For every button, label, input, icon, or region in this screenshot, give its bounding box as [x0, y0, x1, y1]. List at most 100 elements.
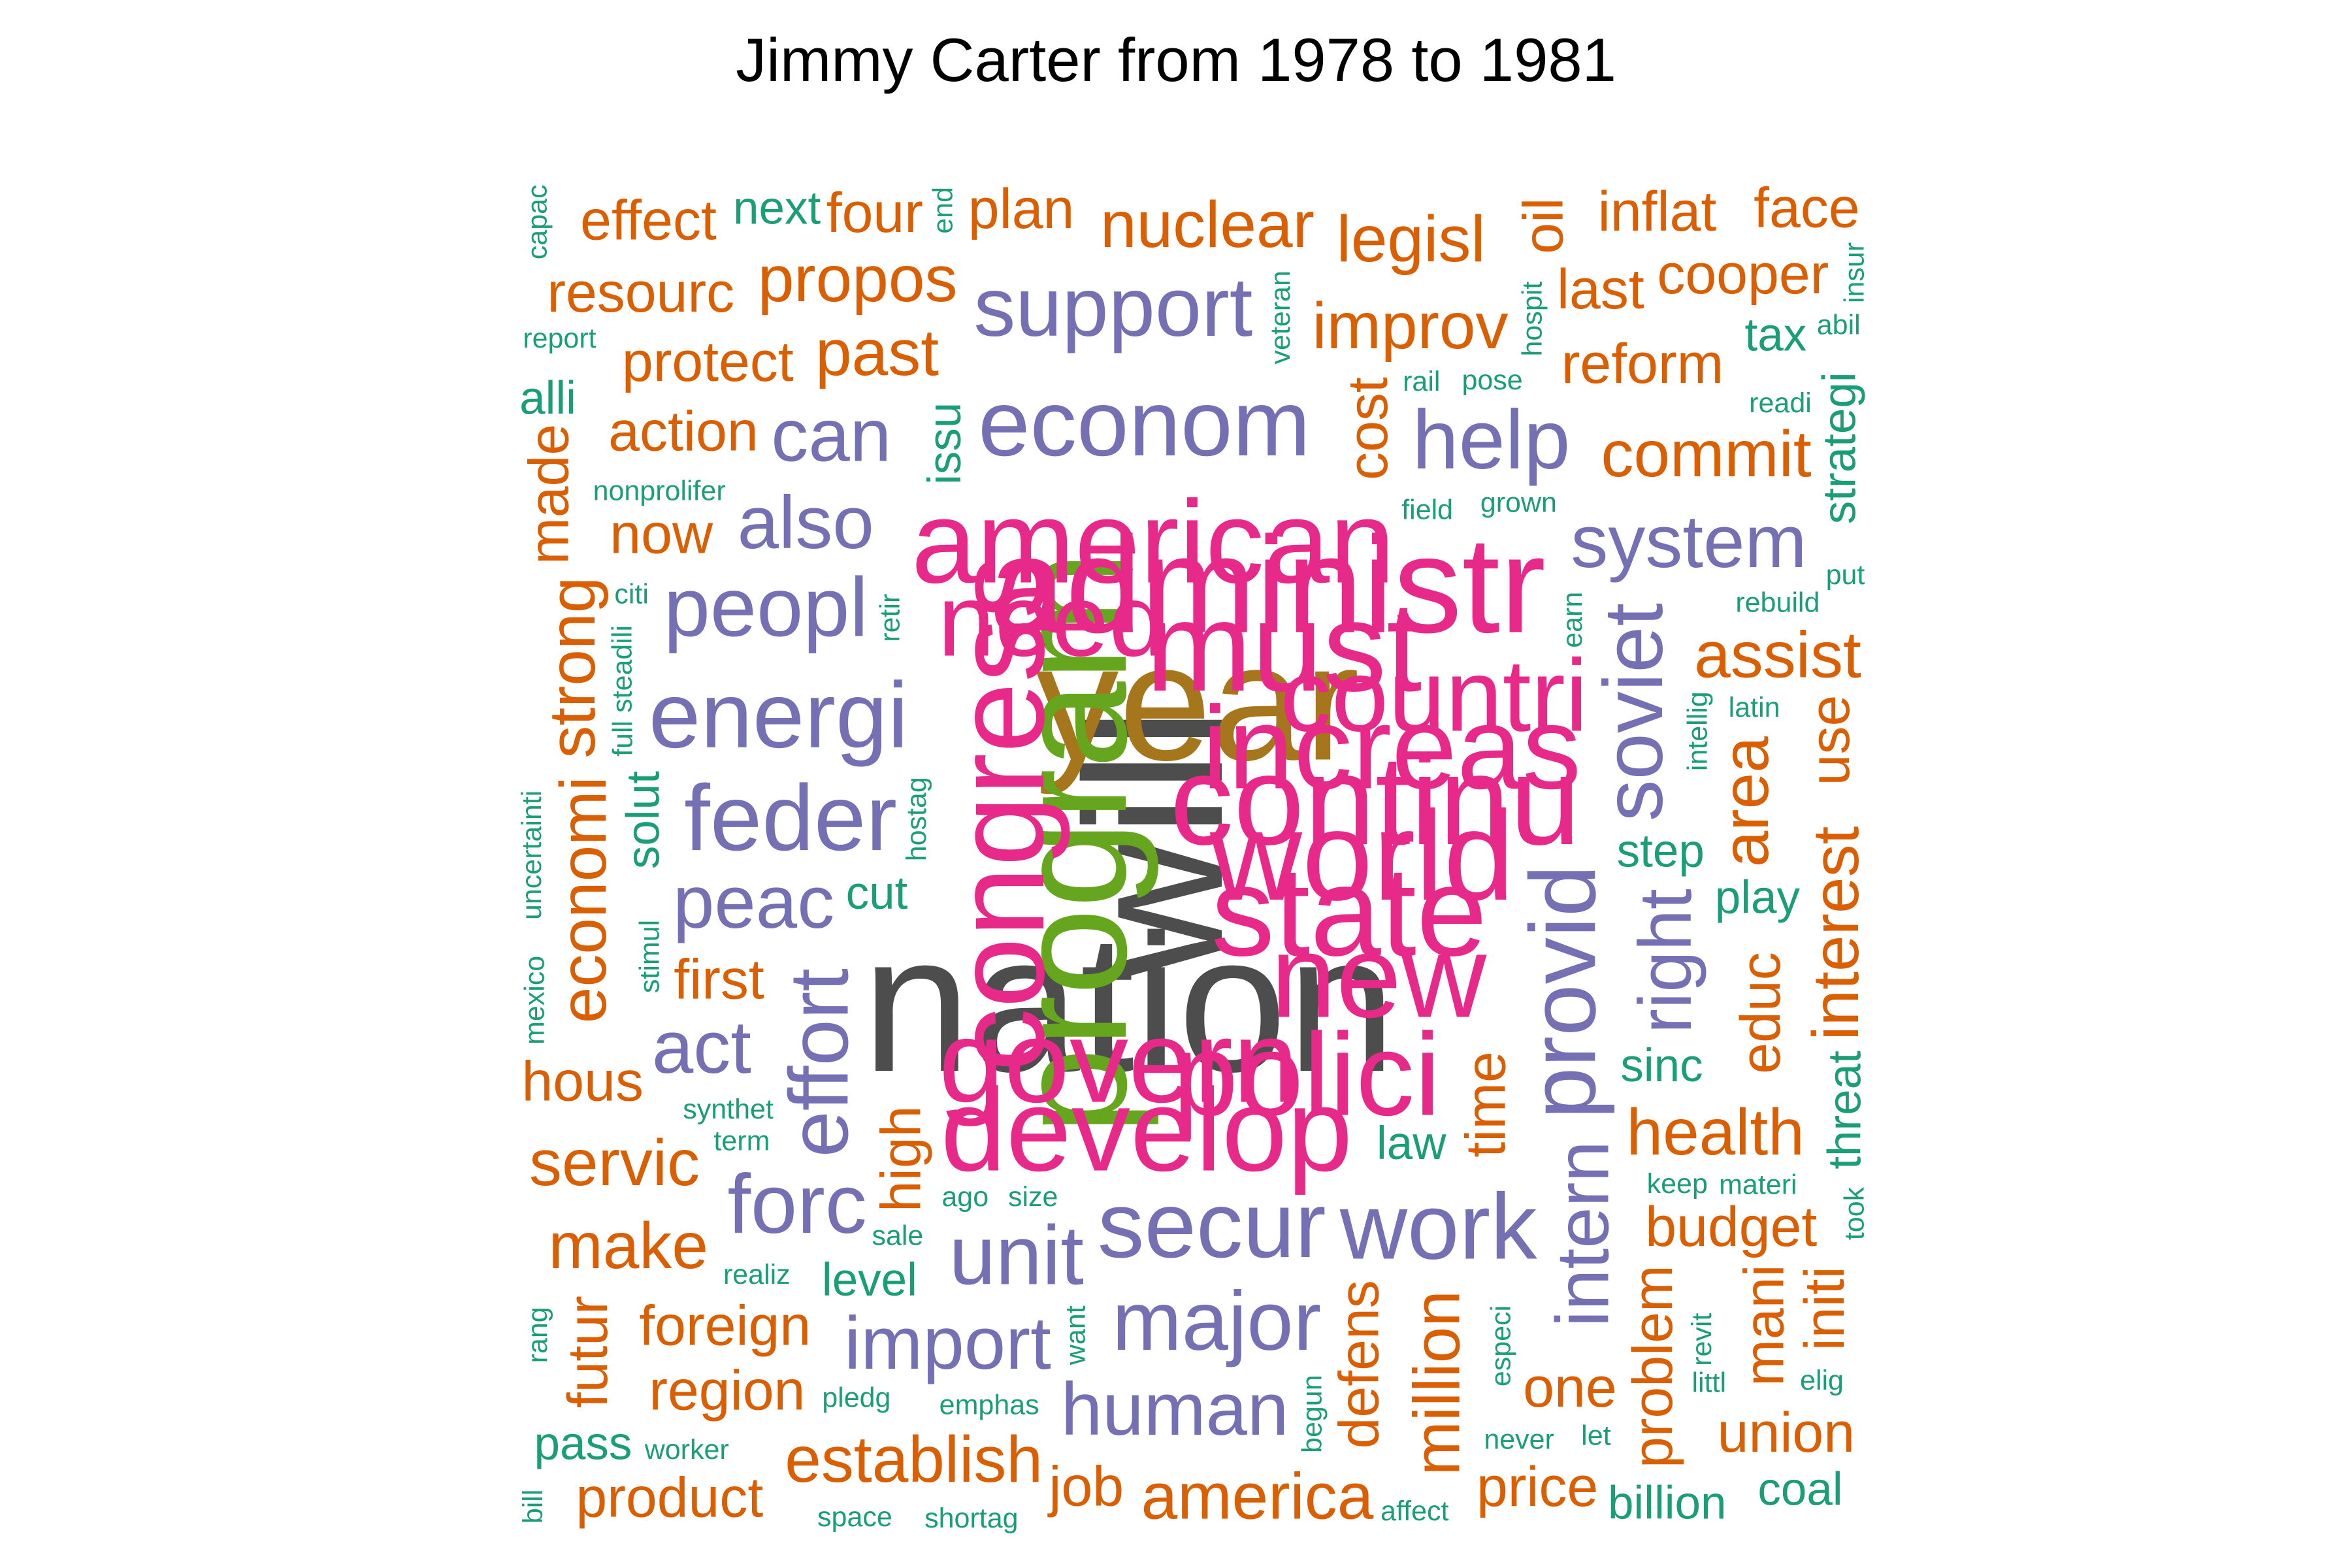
word-million: million [1401, 1290, 1474, 1475]
word-earn: earn [1557, 592, 1588, 648]
word-put: put [1826, 559, 1865, 591]
word-unit: unit [949, 1209, 1084, 1303]
word-keep: keep [1647, 1168, 1708, 1200]
word-effect: effect [580, 189, 717, 252]
word-feder: feder [684, 766, 897, 870]
word-term: term [713, 1125, 770, 1156]
word-first: first [674, 948, 764, 1011]
word-reform: reform [1561, 333, 1723, 395]
word-report: report [523, 323, 596, 354]
word-full: full [608, 721, 639, 757]
word-grown: grown [1480, 487, 1557, 518]
word-economi: economi [547, 776, 620, 1023]
word-support: support [973, 261, 1252, 354]
word-hous: hous [521, 1051, 644, 1113]
word-nuclear: nuclear [1100, 188, 1315, 261]
word-effort: effort [773, 968, 866, 1157]
word-defens: defens [1328, 1280, 1391, 1448]
word-coal: coal [1757, 1463, 1842, 1515]
word-step: step [1617, 826, 1705, 877]
word-action: action [608, 400, 759, 463]
word-plan: plan [968, 178, 1075, 240]
word-forc: forc [727, 1158, 866, 1251]
word-secur: secur [1098, 1173, 1326, 1277]
word-oil: oil [1512, 198, 1575, 254]
word-job: job [1047, 1456, 1124, 1518]
word-elig: elig [1800, 1365, 1844, 1396]
word-intellig: intellig [1682, 691, 1714, 771]
word-right: right [1624, 889, 1707, 1034]
word-legisl: legisl [1337, 203, 1486, 276]
word-major: major [1112, 1275, 1321, 1368]
word-cooper: cooper [1657, 243, 1829, 306]
word-abil: abil [1817, 310, 1861, 341]
word-develop: develop [941, 1065, 1353, 1196]
word-will: will [1044, 707, 1264, 982]
word-sinc: sinc [1620, 1040, 1703, 1092]
word-begun: begun [1296, 1375, 1328, 1453]
word-let: let [1581, 1420, 1610, 1452]
word-level: level [822, 1254, 917, 1306]
word-nation: nation [862, 893, 1396, 1113]
word-tax: tax [1745, 310, 1807, 361]
word-capac: capac [521, 184, 553, 259]
word-hostag: hostag [901, 777, 932, 861]
word-now: now [610, 502, 713, 565]
word-peac: peac [673, 861, 834, 944]
word-uncertainti: uncertainti [516, 791, 547, 920]
word-rebuild: rebuild [1735, 587, 1820, 619]
word-strong: strong [536, 577, 609, 759]
word-america: america [1141, 1460, 1374, 1533]
word-new: new [1271, 911, 1487, 1043]
word-cut: cut [846, 868, 908, 919]
word-size: size [1008, 1181, 1058, 1213]
word-alli: alli [519, 372, 576, 424]
word-readi: readi [1749, 387, 1812, 419]
word-space: space [817, 1501, 892, 1533]
word-end: end [928, 187, 959, 234]
word-especi: especi [1485, 1305, 1516, 1386]
word-synthet: synthet [683, 1094, 774, 1125]
word-provid: provid [1511, 865, 1615, 1119]
word-pledg: pledg [822, 1382, 890, 1414]
word-steadili: steadili [606, 625, 638, 713]
word-law: law [1377, 1118, 1446, 1169]
word-world: world [1209, 785, 1514, 927]
word-also: also [738, 482, 874, 564]
word-retir: retir [874, 594, 906, 642]
word-materi: materi [1719, 1169, 1797, 1200]
word-bill: bill [517, 1490, 549, 1524]
word-solut: solut [618, 771, 670, 869]
word-littl: littl [1691, 1367, 1726, 1399]
word-realiz: realiz [723, 1259, 791, 1290]
word-took: took [1839, 1186, 1870, 1240]
word-increas: increas [1202, 683, 1581, 814]
word-rail: rail [1403, 366, 1440, 397]
word-energi: energi [649, 664, 909, 768]
word-interest: interest [1799, 826, 1872, 1040]
word-initi: initi [1793, 1266, 1856, 1350]
word-issu: issu [919, 402, 971, 485]
word-inflat: inflat [1598, 180, 1717, 243]
word-polici: polici [1173, 1009, 1441, 1141]
word-need: need [938, 564, 1166, 678]
word-assist: assist [1694, 619, 1861, 692]
word-commit: commit [1601, 417, 1812, 491]
word-american: american [911, 477, 1395, 608]
word-citi: citi [614, 579, 649, 610]
word-state: state [1211, 840, 1488, 983]
word-program: program [984, 551, 1159, 1135]
word-foreign: foreign [639, 1294, 811, 1357]
word-problem: problem [1622, 1265, 1684, 1468]
word-high: high [870, 1105, 932, 1212]
word-mani: mani [1733, 1264, 1796, 1386]
word-never: never [1484, 1424, 1554, 1456]
word-pass: pass [534, 1418, 632, 1469]
word-billion: billion [1608, 1477, 1727, 1529]
word-shortag: shortag [924, 1503, 1018, 1534]
word-play: play [1715, 872, 1801, 923]
word-resourc: resourc [547, 261, 734, 324]
word-product: product [576, 1467, 763, 1529]
word-human: human [1061, 1368, 1289, 1451]
word-work: work [1339, 1175, 1537, 1279]
